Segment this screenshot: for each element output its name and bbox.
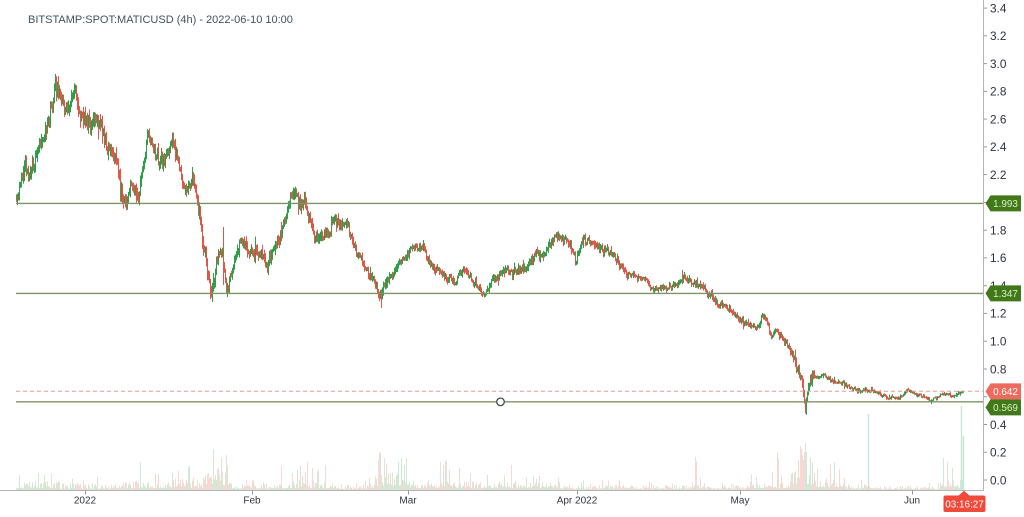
svg-text:2022: 2022 — [74, 496, 97, 507]
svg-text:1.8: 1.8 — [990, 224, 1007, 238]
svg-text:2.6: 2.6 — [990, 112, 1007, 126]
svg-text:0.4: 0.4 — [990, 418, 1007, 432]
svg-text:2.4: 2.4 — [990, 140, 1007, 154]
svg-text:3.0: 3.0 — [990, 57, 1007, 71]
svg-text:3.4: 3.4 — [990, 1, 1007, 15]
svg-text:2.8: 2.8 — [990, 85, 1007, 99]
svg-text:03:16:27: 03:16:27 — [945, 500, 983, 511]
svg-text:1.2: 1.2 — [990, 307, 1006, 321]
svg-text:Feb: Feb — [243, 496, 261, 507]
svg-text:Jun: Jun — [904, 496, 920, 507]
svg-text:0.2: 0.2 — [990, 446, 1006, 460]
svg-text:2.2: 2.2 — [990, 168, 1006, 182]
svg-text:1.0: 1.0 — [990, 335, 1007, 349]
svg-text:0.8: 0.8 — [990, 362, 1007, 376]
svg-text:0.642: 0.642 — [993, 387, 1018, 398]
svg-text:BITSTAMP:SPOT:MATICUSD (4h) -: BITSTAMP:SPOT:MATICUSD (4h) - 2022-06-10… — [28, 14, 293, 26]
svg-text:Apr 2022: Apr 2022 — [557, 496, 598, 507]
svg-text:3.2: 3.2 — [990, 29, 1006, 43]
svg-text:Mar: Mar — [399, 496, 417, 507]
svg-text:1.6: 1.6 — [990, 251, 1007, 265]
svg-text:0.569: 0.569 — [993, 403, 1018, 414]
svg-text:1.347: 1.347 — [993, 289, 1018, 300]
svg-text:May: May — [731, 496, 750, 507]
svg-text:0.0: 0.0 — [990, 473, 1007, 487]
svg-text:1.993: 1.993 — [993, 199, 1018, 210]
